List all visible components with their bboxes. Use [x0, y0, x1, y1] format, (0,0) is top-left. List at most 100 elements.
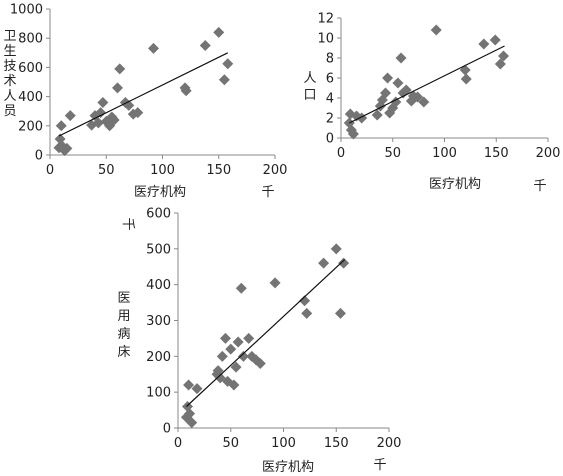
x-tick-label: 50 — [384, 146, 401, 161]
data-point — [412, 91, 424, 103]
y-tick-label: 0 — [326, 132, 334, 147]
data-point — [418, 96, 430, 108]
data-point — [132, 107, 144, 119]
y-tick-label: 0 — [163, 422, 171, 437]
data-point — [222, 58, 234, 70]
data-point — [108, 114, 120, 126]
y-axis-label: 医用病床 — [117, 291, 130, 360]
data-point — [489, 34, 501, 46]
y-tick-label: 6 — [326, 72, 334, 87]
x-axis-unit: 千 — [533, 179, 546, 194]
data-point — [61, 142, 73, 154]
data-point — [199, 40, 211, 51]
y-axis-label: 人口 — [303, 71, 316, 103]
data-point — [184, 408, 196, 420]
data-point — [180, 85, 192, 97]
data-point — [380, 87, 392, 99]
data-point — [191, 383, 203, 395]
y-tick-label: 400 — [18, 90, 43, 105]
y-tick-label: 600 — [146, 207, 171, 222]
data-point — [112, 82, 123, 94]
data-point — [460, 73, 472, 85]
x-tick-label: 200 — [377, 436, 402, 451]
x-tick-label: 0 — [174, 436, 182, 451]
x-tick-label: 150 — [206, 163, 231, 178]
y-axis-label-text: 医用病床 — [117, 291, 130, 360]
data-point — [95, 107, 107, 119]
data-point — [232, 336, 244, 348]
trend-line — [58, 52, 229, 137]
data-point — [64, 110, 76, 122]
x-axis-label: 医疗机构 — [262, 460, 314, 475]
y-tick-label: 200 — [146, 350, 171, 365]
y-axis-unit: 千 — [120, 217, 135, 230]
y-tick-label: 500 — [146, 242, 171, 257]
data-point — [390, 96, 402, 108]
x-axis-label: 医疗机构 — [429, 177, 481, 192]
y-axis-label-text: 卫生技术人员 — [3, 29, 16, 119]
data-point — [269, 277, 281, 289]
y-tick-label: 2 — [326, 112, 334, 127]
x-tick-label: 150 — [484, 146, 509, 161]
data-point — [216, 350, 228, 362]
data-point — [347, 128, 359, 140]
data-point — [382, 72, 394, 84]
data-point — [494, 58, 506, 70]
x-tick-label: 150 — [324, 436, 349, 451]
data-point — [395, 52, 407, 64]
y-tick-label: 12 — [317, 12, 334, 27]
data-point — [330, 243, 342, 255]
x-tick-label: 50 — [98, 163, 115, 178]
data-point — [230, 361, 242, 373]
data-point — [218, 74, 230, 86]
data-point — [219, 332, 231, 344]
data-point — [254, 358, 266, 369]
data-point — [235, 282, 247, 294]
x-axis-label: 医疗机构 — [134, 185, 186, 200]
data-point — [334, 307, 346, 319]
data-point — [243, 332, 255, 344]
y-tick-label: 8 — [326, 52, 334, 67]
data-point — [183, 379, 195, 391]
y-tick-label: 300 — [146, 314, 171, 329]
y-tick-label: 100 — [146, 386, 171, 401]
data-point — [497, 50, 509, 62]
data-point — [97, 96, 109, 108]
data-point — [92, 117, 104, 129]
data-point — [371, 109, 383, 121]
data-point — [301, 307, 313, 319]
data-point — [430, 24, 442, 36]
chart-beds: 医用病床 医疗机构 千 千 0 100 200 300 400 500 600 0 50 100 1… — [117, 207, 401, 476]
x-tick-label: 0 — [337, 146, 345, 161]
data-point — [213, 26, 225, 38]
x-tick-label: 0 — [46, 163, 54, 178]
data-point — [299, 295, 311, 307]
data-point — [148, 42, 159, 54]
x-tick-label: 200 — [536, 146, 561, 161]
data-point — [478, 38, 490, 50]
x-tick-label: 100 — [271, 436, 296, 451]
chart-staff: 卫生技术人员 医疗机构 千 0 200 400 600 800 1000 0 50 100 150… — [3, 3, 287, 201]
data-point — [318, 257, 330, 269]
x-tick-label: 100 — [150, 163, 175, 178]
y-tick-label: 10 — [317, 32, 334, 47]
y-tick-label: 800 — [18, 32, 43, 47]
data-point — [392, 77, 404, 89]
y-tick-label: 1000 — [10, 3, 43, 18]
y-axis-label: 卫生技术人员 — [3, 29, 16, 119]
y-tick-label: 0 — [35, 149, 43, 164]
data-point — [237, 350, 249, 362]
data-point — [55, 120, 67, 132]
y-tick-label: 4 — [326, 92, 334, 107]
x-tick-label: 100 — [432, 146, 457, 161]
data-point — [225, 343, 237, 355]
y-tick-label: 200 — [18, 119, 43, 134]
data-point — [114, 63, 126, 75]
y-tick-label: 400 — [146, 278, 171, 293]
chart-population: 人口 医疗机构 千 0 2 4 6 8 10 12 0 50 100 150 200 — [303, 12, 560, 195]
x-axis-unit: 千 — [261, 185, 274, 200]
data-point — [186, 417, 198, 429]
trend-line — [349, 45, 505, 124]
y-tick-label: 600 — [18, 61, 43, 76]
